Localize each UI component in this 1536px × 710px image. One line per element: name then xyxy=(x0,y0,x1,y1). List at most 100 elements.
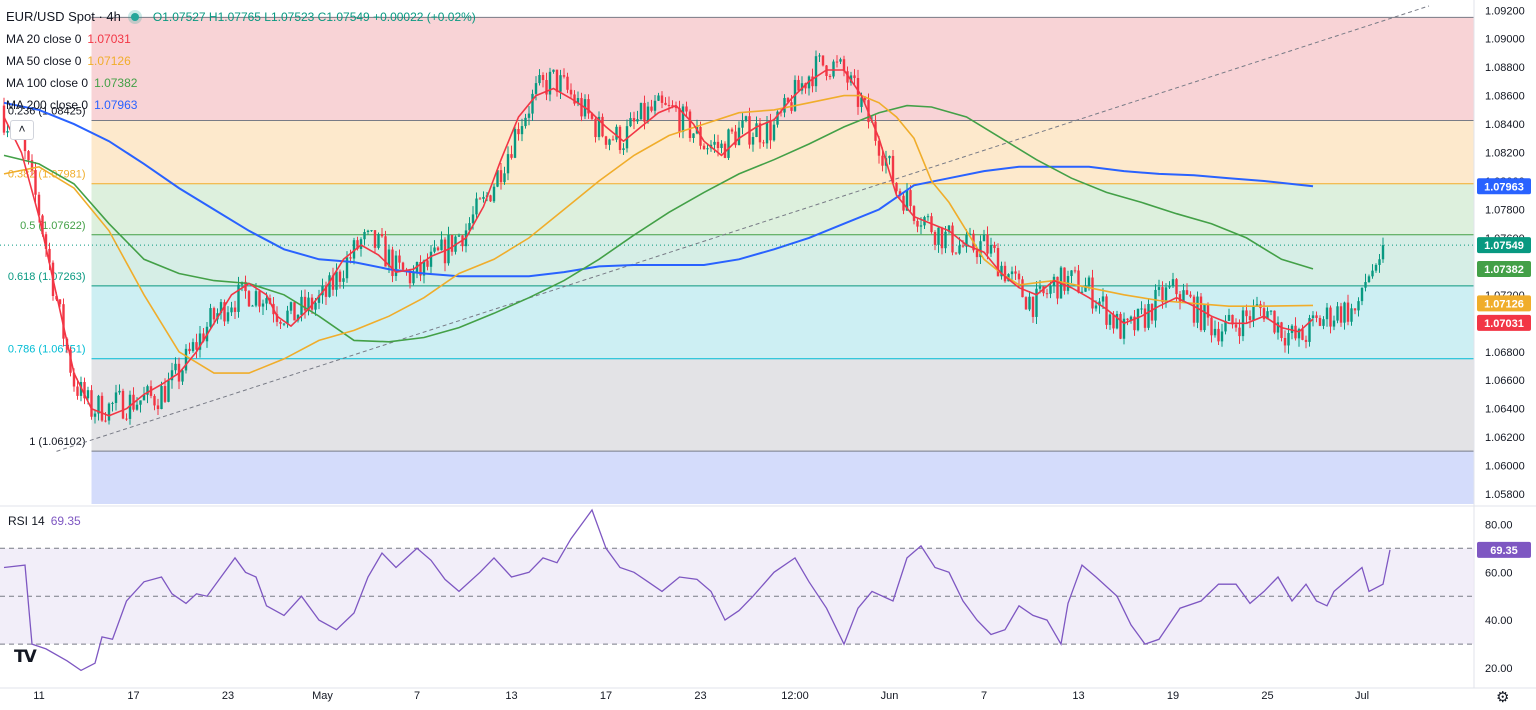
candle-body xyxy=(625,126,629,149)
candle-body xyxy=(384,236,387,267)
candle-body xyxy=(233,307,237,312)
candle-body xyxy=(163,386,167,402)
candle-body xyxy=(1227,314,1231,321)
time-tick-label: 19 xyxy=(1167,690,1179,702)
candle-body xyxy=(1252,305,1255,321)
candle-body xyxy=(1164,287,1168,303)
candle-body xyxy=(1024,297,1028,310)
candle-body xyxy=(265,298,268,304)
candle-body xyxy=(513,129,517,158)
candle-body xyxy=(1133,316,1136,331)
candle-body xyxy=(741,120,744,128)
candle-body xyxy=(898,191,902,196)
candle-body xyxy=(2,105,6,133)
candle-body xyxy=(534,83,538,94)
ma50-legend[interactable]: MA 50 close 0 1.07126 xyxy=(6,50,476,72)
price-tag-label: 1.07963 xyxy=(1484,181,1524,193)
candle-body xyxy=(482,196,485,199)
ma100-legend[interactable]: MA 100 close 0 1.07382 xyxy=(6,72,476,94)
candle-body xyxy=(324,285,328,297)
candle-body xyxy=(895,182,898,192)
candle-body xyxy=(303,296,307,311)
price-tag-bg xyxy=(1477,237,1531,254)
candle-body xyxy=(349,257,352,259)
candle-body xyxy=(478,198,482,200)
rsi-value: 69.35 xyxy=(50,514,81,528)
candle-body xyxy=(1087,277,1091,286)
candle-body xyxy=(989,244,993,254)
candle-body xyxy=(492,186,496,202)
candle-body xyxy=(496,170,499,187)
fib-band-5 xyxy=(91,358,1474,452)
candle-body xyxy=(34,169,37,195)
candle-body xyxy=(1350,308,1353,322)
candle-body xyxy=(1185,290,1189,295)
candle-body xyxy=(772,124,776,141)
candle-body xyxy=(1112,314,1115,329)
candle-body xyxy=(345,257,349,279)
candle-body xyxy=(863,97,867,101)
candle-body xyxy=(1143,308,1147,328)
ma50-label: MA 50 close 0 xyxy=(6,54,82,68)
candle-body xyxy=(744,116,748,121)
candle-body xyxy=(842,59,846,72)
candle-body xyxy=(335,271,338,290)
price-tick-label: 1.06000 xyxy=(1485,461,1525,473)
time-tick-label: 13 xyxy=(1072,690,1084,702)
candle-body xyxy=(622,148,625,151)
candle-body xyxy=(23,137,27,152)
ma100-label: MA 100 close 0 xyxy=(6,76,89,90)
candle-body xyxy=(657,95,660,101)
collapse-legend-button[interactable]: ˄ xyxy=(10,120,34,140)
candle-body xyxy=(503,173,506,183)
candle-body xyxy=(545,80,548,95)
candle-body xyxy=(398,255,401,263)
fib-label-2: 0.5 (1.07622) xyxy=(20,220,85,232)
price-tick-label: 1.09200 xyxy=(1485,5,1525,17)
candle-body xyxy=(909,190,912,207)
candle-body xyxy=(62,304,65,339)
candle-body xyxy=(1199,296,1203,331)
ma20-legend[interactable]: MA 20 close 0 1.07031 xyxy=(6,28,476,50)
candle-body xyxy=(1178,294,1182,302)
candle-body xyxy=(1091,277,1094,309)
candle-body xyxy=(1031,296,1035,317)
candle-body xyxy=(1357,301,1360,311)
gear-icon[interactable]: ⚙ xyxy=(1496,689,1510,706)
rsi-tick-label: 80.00 xyxy=(1485,519,1513,531)
candle-body xyxy=(1192,296,1196,323)
candle-body xyxy=(468,223,471,231)
candle-body xyxy=(1171,279,1175,287)
price-tag-label: 1.07549 xyxy=(1484,240,1524,252)
candle-body xyxy=(412,272,415,284)
candle-body xyxy=(520,126,524,135)
fib-label-5: 1 (1.06102) xyxy=(29,436,85,448)
candle-body xyxy=(765,121,769,144)
candle-body xyxy=(1105,296,1108,325)
candle-body xyxy=(853,75,856,79)
time-tick-label: 7 xyxy=(981,690,987,702)
candle-body xyxy=(1175,279,1178,295)
tradingview-logo-icon[interactable]: TV xyxy=(14,647,37,667)
candle-body xyxy=(391,249,394,277)
candle-body xyxy=(580,98,583,117)
candle-body xyxy=(331,275,335,290)
candle-body xyxy=(1364,282,1367,288)
candle-body xyxy=(1315,315,1318,318)
candle-body xyxy=(104,420,107,422)
market-status-icon xyxy=(130,13,139,21)
ma200-label: MA 200 close 0 xyxy=(6,98,89,112)
time-tick-label: 25 xyxy=(1261,690,1273,702)
candle-body xyxy=(100,395,104,421)
candle-body xyxy=(730,129,734,132)
candle-body xyxy=(160,386,163,410)
fib-label-4: 0.786 (1.06751) xyxy=(8,344,86,356)
ma200-legend[interactable]: MA 200 close 0 1.07963 xyxy=(6,94,476,116)
candle-body xyxy=(1203,304,1206,331)
symbol-title[interactable]: EUR/USD Spot · 4h xyxy=(6,9,121,24)
candle-body xyxy=(1346,302,1350,322)
candle-body xyxy=(601,116,604,137)
candle-body xyxy=(877,140,881,156)
candle-body xyxy=(181,370,184,382)
